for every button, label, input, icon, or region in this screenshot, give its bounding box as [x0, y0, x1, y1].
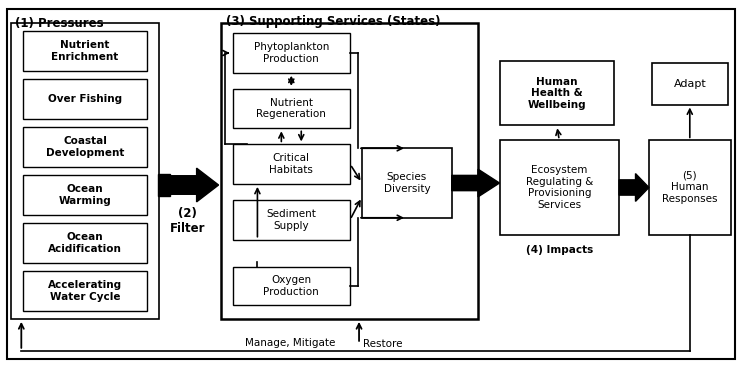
Text: Ocean
Acidification: Ocean Acidification [48, 232, 122, 254]
Bar [23, 271, 147, 311]
Text: Species
Diversity: Species Diversity [384, 172, 430, 194]
Text: Restore: Restore [363, 339, 402, 349]
Bar [158, 174, 170, 196]
Text: Sediment
Supply: Sediment Supply [266, 209, 316, 231]
Polygon shape [619, 174, 649, 201]
Text: Accelerating
Water Cycle: Accelerating Water Cycle [48, 280, 122, 302]
Text: Phytoplankton
Production: Phytoplankton Production [254, 42, 329, 64]
Bar [23, 32, 147, 71]
Text: (1) Pressures: (1) Pressures [16, 17, 104, 30]
Text: (5)
Human
Responses: (5) Human Responses [662, 171, 718, 204]
Text: Coastal
Development: Coastal Development [46, 137, 124, 158]
Text: (2)
Filter: (2) Filter [170, 207, 206, 235]
Text: Over Fishing: Over Fishing [48, 94, 122, 104]
Bar [232, 33, 350, 73]
Text: Ocean
Warming: Ocean Warming [59, 184, 111, 206]
Bar [23, 127, 147, 167]
Text: Oxygen
Production: Oxygen Production [263, 275, 319, 297]
Bar [649, 140, 731, 235]
Bar [11, 23, 159, 319]
Bar [362, 148, 452, 218]
Bar [499, 61, 614, 125]
Bar [499, 140, 619, 235]
Bar [652, 63, 728, 105]
Text: Nutrient
Regeneration: Nutrient Regeneration [257, 98, 326, 119]
Text: Human
Health &
Wellbeing: Human Health & Wellbeing [528, 77, 586, 110]
Text: Nutrient
Enrichment: Nutrient Enrichment [51, 41, 119, 62]
Bar [220, 23, 478, 319]
Bar [232, 144, 350, 184]
Text: Critical
Habitats: Critical Habitats [269, 153, 313, 175]
Bar [23, 175, 147, 215]
Bar [232, 89, 350, 128]
Bar [23, 79, 147, 119]
Text: (4) Impacts: (4) Impacts [525, 244, 593, 254]
Polygon shape [170, 168, 219, 202]
Text: (3) Supporting Services (States): (3) Supporting Services (States) [226, 15, 440, 28]
Text: Manage, Mitigate: Manage, Mitigate [245, 338, 335, 348]
Text: Ecosystem
Regulating &
Provisioning
Services: Ecosystem Regulating & Provisioning Serv… [525, 165, 593, 210]
Bar [232, 200, 350, 240]
Text: Adapt: Adapt [674, 79, 706, 89]
Polygon shape [452, 169, 499, 197]
Bar [23, 223, 147, 263]
Bar [232, 267, 350, 305]
